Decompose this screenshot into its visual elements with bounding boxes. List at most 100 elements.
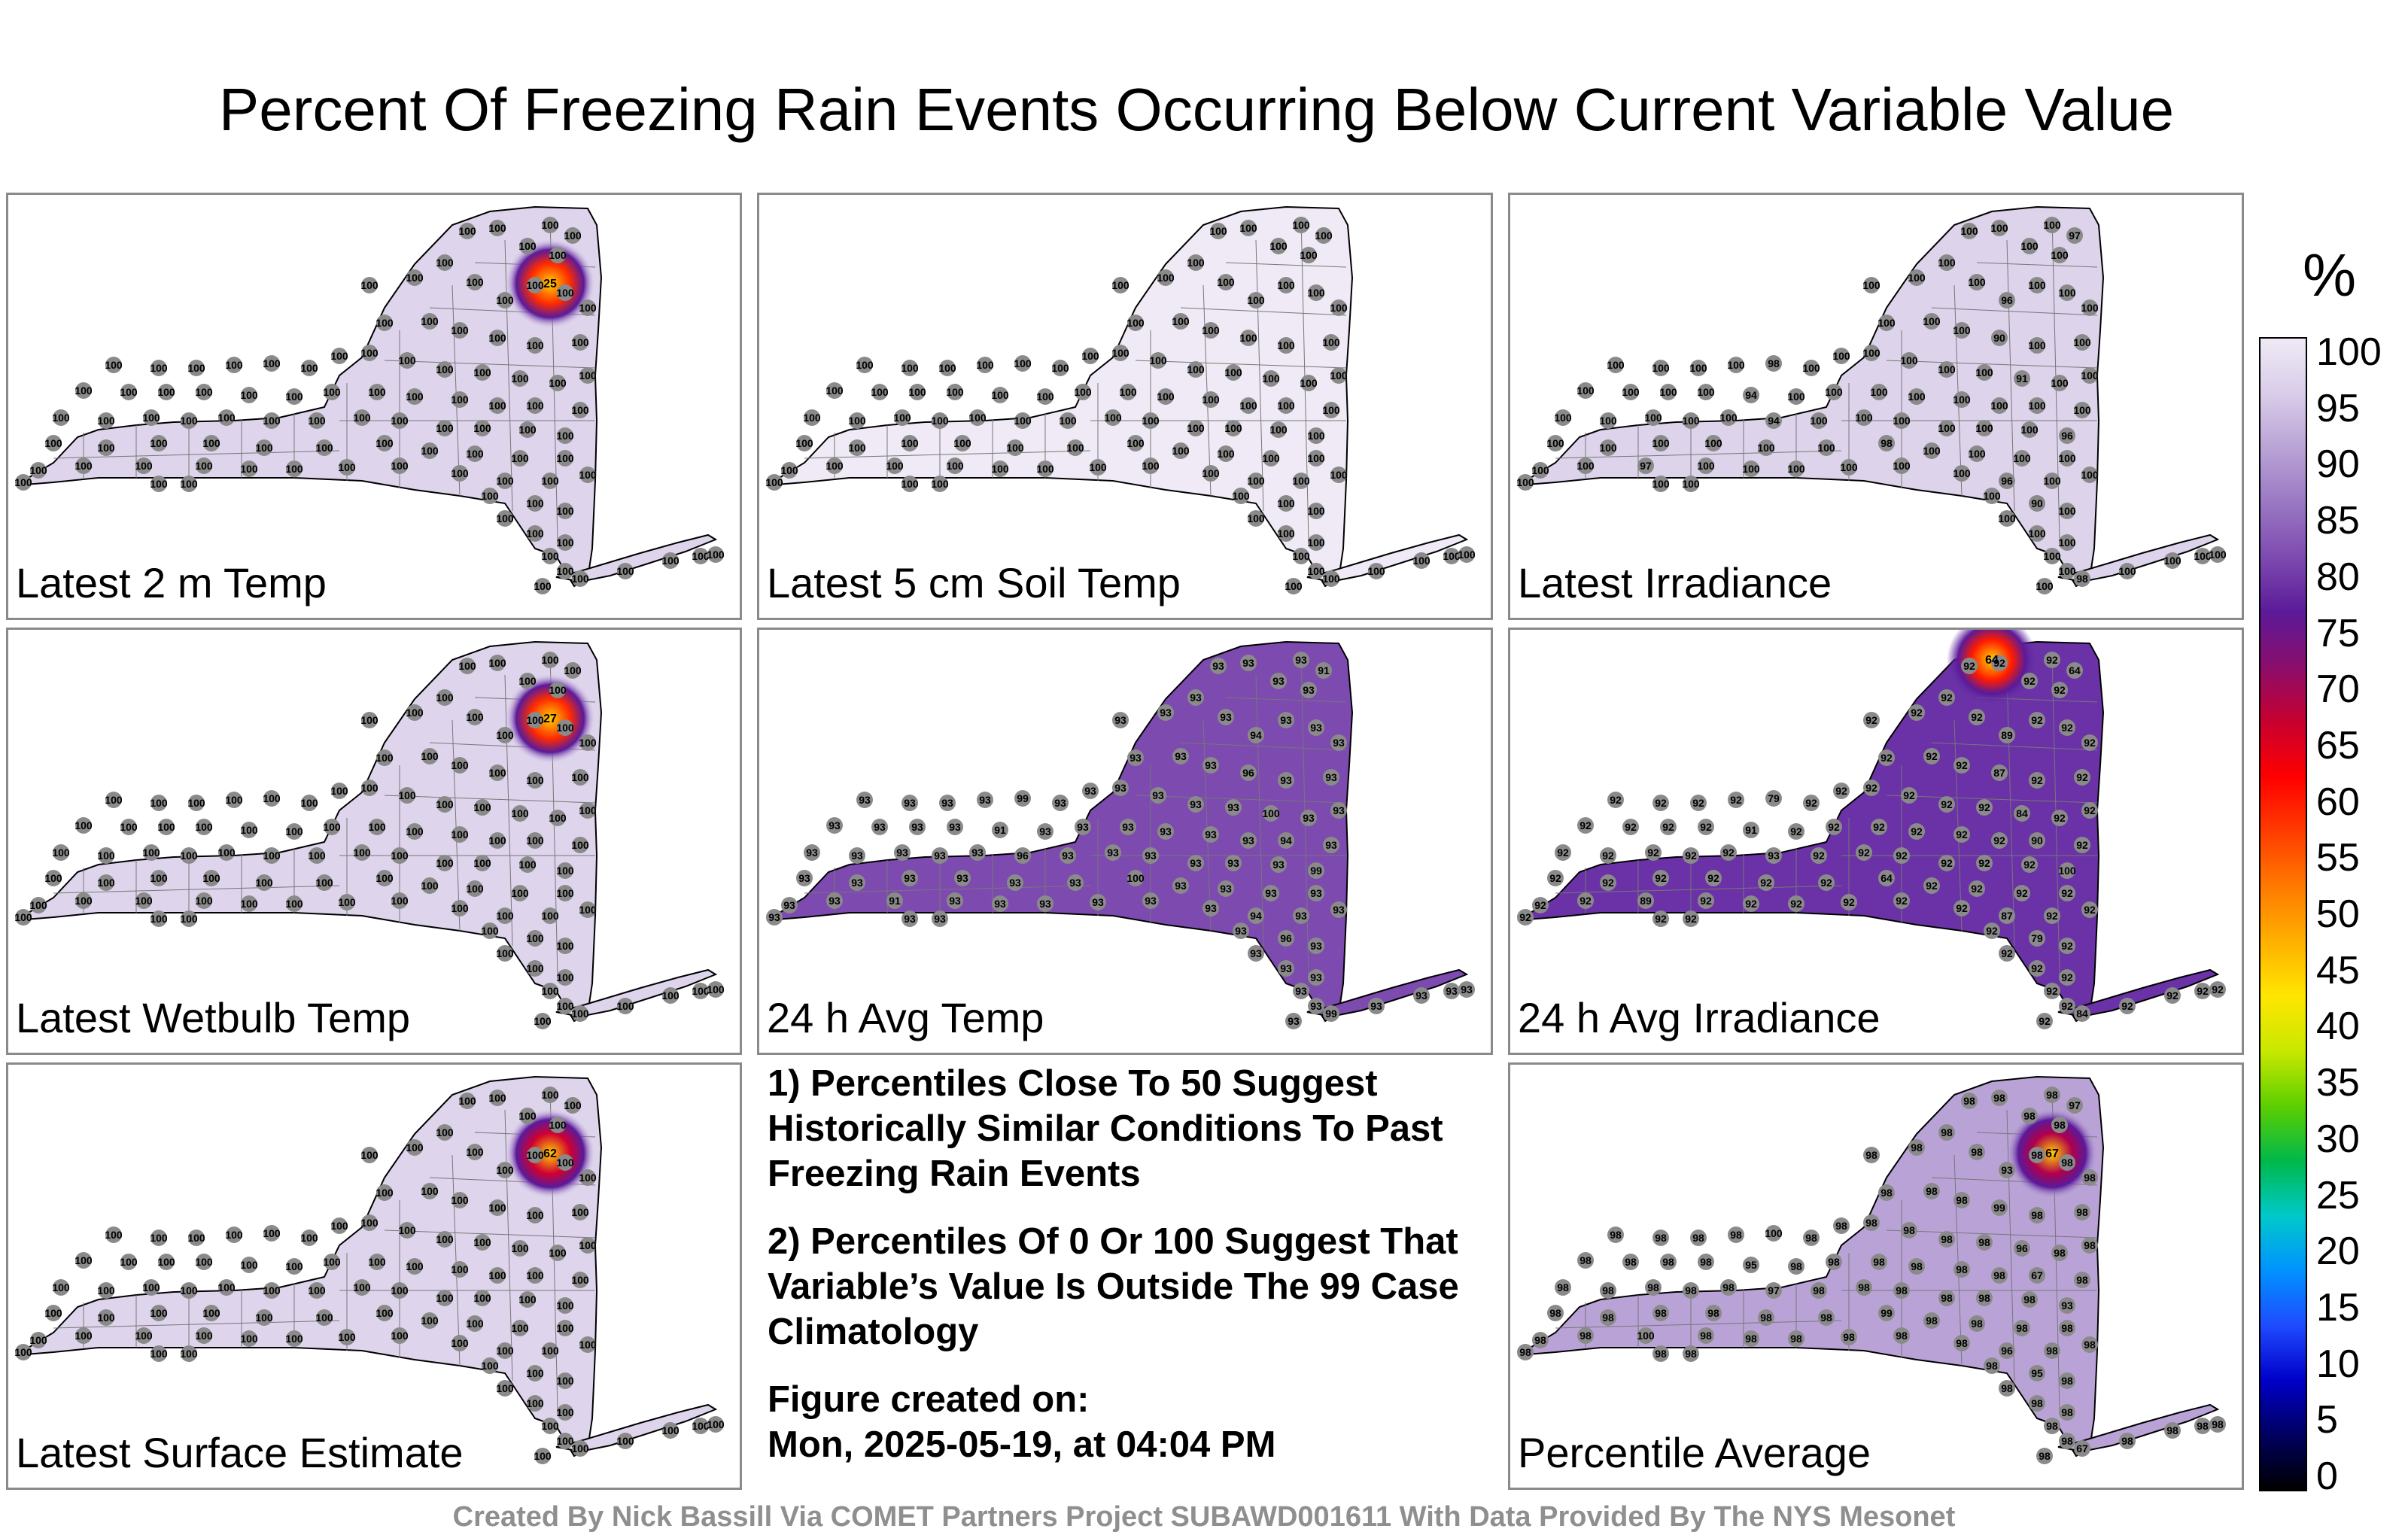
station-dot <box>1547 870 1564 886</box>
station-marker: 100 <box>150 1345 168 1362</box>
station-value: 100 <box>375 1187 394 1199</box>
station-dot <box>1293 217 1309 233</box>
station-value: 100 <box>421 445 439 457</box>
station-dot <box>1833 1217 1850 1234</box>
station-marker: 92 <box>1961 658 1978 674</box>
station-marker: 92 <box>1984 923 2000 939</box>
station-dot <box>135 892 152 909</box>
station-value: 93 <box>904 797 916 809</box>
station-marker: 92 <box>1953 826 1970 843</box>
station-marker: 100 <box>2081 299 2099 316</box>
station-value: 92 <box>2212 983 2224 995</box>
station-marker: 100 <box>1802 360 1820 376</box>
station-marker: 100 <box>1908 269 1926 286</box>
station-marker: 93 <box>1172 877 1189 894</box>
station-marker: 100 <box>195 457 213 474</box>
station-value: 93 <box>1212 660 1224 672</box>
station-marker: 92 <box>1555 844 1571 861</box>
station-marker: 100 <box>1990 397 2008 414</box>
station-marker: 92 <box>1622 819 1639 835</box>
station-dot <box>1263 885 1279 901</box>
station-value: 64 <box>2069 664 2081 676</box>
station-value: 98 <box>1843 1331 1855 1343</box>
county-line <box>1180 307 1347 316</box>
station-value: 100 <box>2058 452 2076 464</box>
station-marker: 100 <box>579 901 597 918</box>
station-dot <box>557 1433 573 1449</box>
station-value: 100 <box>105 1229 123 1241</box>
station-dot <box>1600 847 1616 864</box>
station-value: 100 <box>848 415 866 427</box>
station-marker: 100 <box>2043 473 2061 489</box>
station-marker: 98 <box>1833 1217 1850 1234</box>
station-marker: 100 <box>534 578 552 594</box>
station-marker: 92 <box>1969 880 1985 897</box>
station-marker: 91 <box>1743 822 1759 838</box>
station-marker: 100 <box>1187 361 1205 378</box>
hotspot <box>505 239 595 329</box>
station-marker: 92 <box>2036 1013 2053 1029</box>
station-marker: 98 <box>2164 1422 2181 1439</box>
station-marker: 100 <box>1554 409 1572 426</box>
station-marker: 100 <box>556 998 574 1014</box>
station-dot <box>1878 315 1895 331</box>
station-value: 100 <box>526 714 544 726</box>
station-value: 92 <box>1865 714 1877 726</box>
station-marker: 98 <box>2059 1372 2075 1389</box>
station-value: 92 <box>2061 722 2073 734</box>
station-dot <box>2059 885 2075 901</box>
station-dot <box>1660 819 1677 835</box>
station-value: 100 <box>406 1260 424 1272</box>
station-value: 98 <box>1790 1333 1802 1345</box>
station-marker: 93 <box>894 844 911 861</box>
station-value: 100 <box>2051 377 2069 389</box>
station-marker: 100 <box>496 473 514 489</box>
station-dot <box>1547 1305 1564 1321</box>
station-value: 98 <box>1655 1232 1667 1244</box>
station-marker: 100 <box>225 1226 243 1243</box>
station-marker: 92 <box>2044 983 2060 999</box>
station-marker: 100 <box>330 783 348 799</box>
station-marker: 100 <box>2163 552 2181 569</box>
station-value: 98 <box>2061 1435 2073 1447</box>
station-value: 100 <box>368 821 386 833</box>
station-marker: 92 <box>1863 780 1880 796</box>
station-value: 79 <box>2031 932 2043 944</box>
station-marker: 93 <box>1112 712 1129 728</box>
colorbar-tick-label: 35 <box>2316 1061 2360 1105</box>
station-marker: 93 <box>1172 748 1189 764</box>
station-value: 100 <box>1142 460 1160 472</box>
station-marker: 100 <box>451 826 469 843</box>
station-marker: 98 <box>2074 570 2090 587</box>
county-line <box>1255 674 1264 947</box>
station-marker: 98 <box>1991 1267 2008 1284</box>
station-marker: 100 <box>526 1267 544 1284</box>
station-value: 100 <box>391 850 409 862</box>
station-dot <box>2014 1320 2030 1336</box>
station-value: 100 <box>571 1206 589 1218</box>
station-value: 100 <box>1765 1227 1783 1239</box>
station-value: 100 <box>1637 1330 1655 1342</box>
station-dot <box>1218 709 1234 725</box>
station-dot <box>150 476 167 492</box>
station-dot <box>1818 1309 1835 1326</box>
station-marker: 93 <box>1293 652 1309 668</box>
station-marker: 100 <box>375 1184 394 1201</box>
station-value: 98 <box>1873 1256 1885 1268</box>
station-value: 93 <box>1272 859 1285 871</box>
station-value: 100 <box>451 394 469 406</box>
station-value: 92 <box>1858 847 1870 859</box>
station-dot <box>451 391 468 408</box>
station-dot <box>369 819 385 835</box>
station-marker: 100 <box>436 420 454 436</box>
station-value: 100 <box>1990 400 2008 412</box>
station-value: 100 <box>488 657 506 669</box>
station-marker: 100 <box>526 960 544 977</box>
station-marker: 100 <box>2028 337 2046 354</box>
station-dot <box>1938 1290 1955 1306</box>
station-marker: 93 <box>1142 847 1159 864</box>
station-value: 100 <box>534 580 552 592</box>
station-marker: 98 <box>1607 1226 1624 1243</box>
station-dot <box>1112 712 1129 728</box>
station-dot <box>1187 420 1204 436</box>
